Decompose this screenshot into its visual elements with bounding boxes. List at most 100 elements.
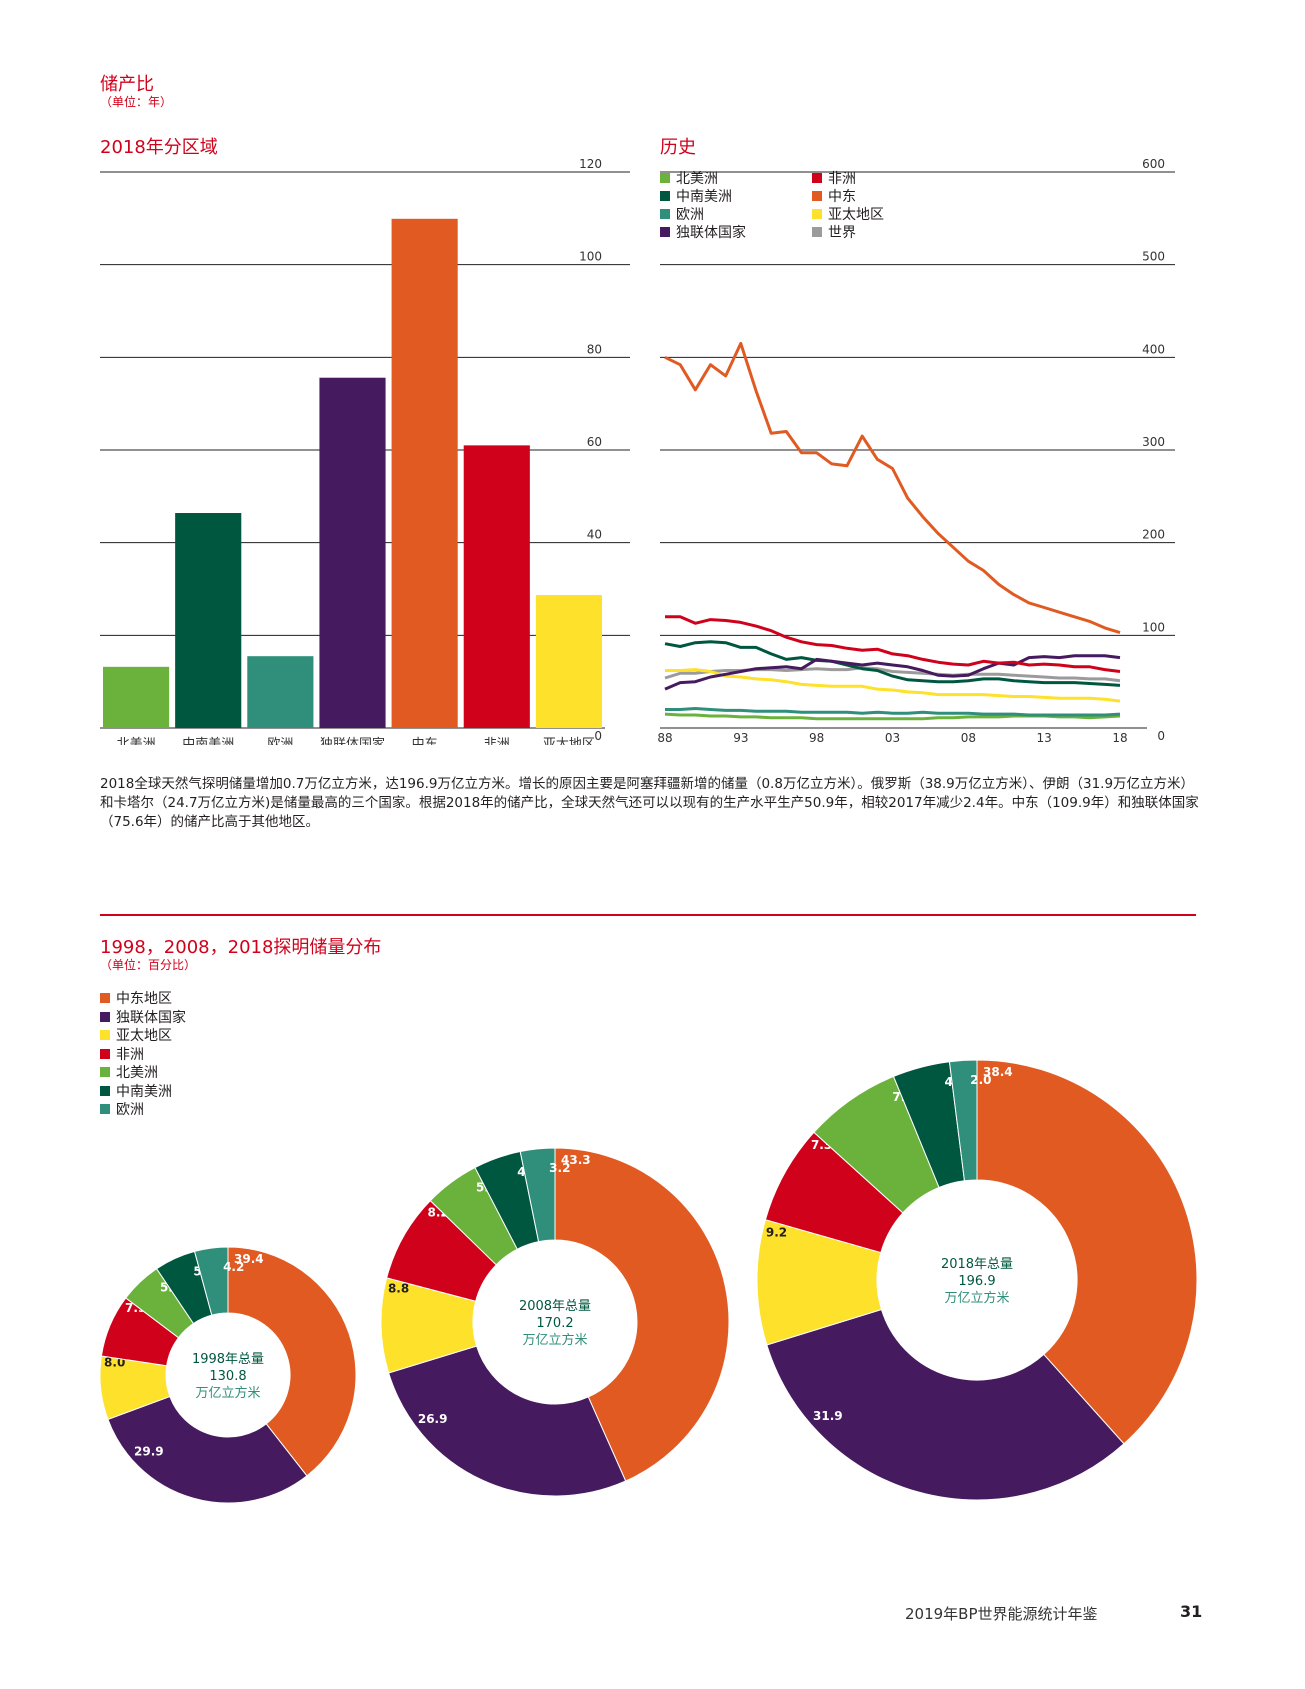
donut-center-value: 170.2 <box>536 1316 573 1331</box>
line-legend-item: 世界 <box>812 222 856 242</box>
legend-label: 亚太地区 <box>828 207 884 223</box>
legend-swatch <box>812 209 822 219</box>
legend-swatch <box>100 993 110 1003</box>
donut-value-label: 9.2 <box>766 1226 787 1240</box>
donut-center-unit: 万亿立方米 <box>944 1290 1009 1306</box>
line-x-tick-label: 13 <box>1037 731 1052 745</box>
legend-swatch <box>100 1011 110 1022</box>
line-legend-item: 中南美洲 <box>660 186 732 206</box>
donut-center-title: 1998年总量 <box>192 1352 264 1367</box>
donut-value-label: 29.9 <box>134 1444 164 1458</box>
summary-paragraph: 2018全球天然气探明储量增加0.7万亿立方米，达196.9万亿立方米。增长的原… <box>100 776 1199 830</box>
section-divider <box>100 914 1196 916</box>
donut-legend-item: 亚太地区 <box>100 1025 172 1045</box>
section-title-distribution: 1998，2008，2018探明储量分布 <box>100 937 382 958</box>
donut-slice <box>107 1395 308 1504</box>
legend-label: 非洲 <box>828 171 856 187</box>
line-series-middle_east <box>664 341 1121 635</box>
donut-legend-item: 中东地区 <box>100 988 172 1008</box>
donut-legend-item: 北美洲 <box>100 1062 158 1082</box>
bar-y-tick-label: 120 <box>579 157 602 171</box>
donut-center-unit: 万亿立方米 <box>195 1385 260 1401</box>
donut-legend-item: 非洲 <box>100 1044 144 1064</box>
line-series-south_central_america <box>664 640 1121 687</box>
line-x-tick-label: 03 <box>885 731 900 745</box>
legend-label: 独联体国家 <box>676 225 746 241</box>
donut-value-label: 38.4 <box>983 1065 1013 1079</box>
bar-category-label: 独联体国家 <box>320 736 385 745</box>
line-chart-title: 历史 <box>660 137 696 158</box>
legend-swatch <box>100 1048 110 1059</box>
donut-legend-item: 中南美洲 <box>100 1081 172 1101</box>
donut-value-label: 8.8 <box>388 1281 409 1295</box>
line-x-tick-label: 18 <box>1112 731 1127 745</box>
bar-3 <box>319 377 386 728</box>
line-series-asia_pacific <box>665 668 1121 703</box>
donut-slice <box>388 1345 627 1497</box>
bar-category-label: 北美洲 <box>117 737 156 745</box>
bar-category-label: 非洲 <box>484 737 510 745</box>
donut-slice <box>976 1059 1198 1445</box>
bar-1 <box>175 513 242 728</box>
line-chart-legend: 北美洲 中南美洲 欧洲 独联体国家 非洲 中东 亚太地区 世界 <box>660 168 920 248</box>
legend-swatch <box>812 191 822 201</box>
legend-label: 北美洲 <box>116 1065 158 1081</box>
bar-category-label: 亚太地区 <box>543 737 595 745</box>
donut-legend: 中东地区 独联体国家 亚太地区 非洲北美洲 中南美洲 欧洲 <box>100 988 300 1118</box>
bar-y-tick-label: 60 <box>587 435 602 449</box>
line-legend-item: 北美洲 <box>660 168 718 188</box>
bar-6 <box>535 595 602 728</box>
line-series-africa <box>665 615 1121 673</box>
legend-swatch <box>660 173 670 183</box>
legend-swatch <box>660 191 670 201</box>
bar-y-tick-label: 80 <box>587 342 602 356</box>
line-legend-item: 独联体国家 <box>660 222 746 242</box>
line-x-tick-label: 98 <box>809 731 824 745</box>
legend-label: 北美洲 <box>676 171 718 187</box>
donut-slice <box>193 1246 229 1316</box>
line-series-europe <box>665 707 1121 717</box>
donut-center-unit: 万亿立方米 <box>522 1332 587 1348</box>
donut-value-label: 3.2 <box>549 1161 570 1175</box>
line-legend-item: 亚太地区 <box>812 204 884 224</box>
donut-slice <box>519 1147 556 1243</box>
donut-slice <box>948 1059 978 1182</box>
legend-label: 欧洲 <box>116 1102 144 1118</box>
line-legend-item: 中东 <box>812 186 856 206</box>
legend-label: 中南美洲 <box>676 189 732 205</box>
line-x-tick-label: 88 <box>657 731 672 745</box>
legend-label: 中东地区 <box>116 991 172 1007</box>
bar-chart: 020406080100120北美洲中南美洲欧洲独联体国家中东非洲亚太地区 <box>100 157 630 745</box>
section-unit-years: （单位：年） <box>100 95 173 109</box>
line-y-tick-label: 200 <box>1142 528 1165 542</box>
donut-charts: 39.429.98.07.95.35.24.21998年总量130.8万亿立方米… <box>99 1059 1198 1504</box>
bar-category-label: 中南美洲 <box>182 736 234 745</box>
donut-slice <box>554 1147 730 1482</box>
line-x-tick-label: 08 <box>961 731 976 745</box>
donut-value-label: 39.4 <box>234 1252 264 1266</box>
legend-label: 非洲 <box>116 1046 144 1063</box>
donut-center-title: 2018年总量 <box>941 1257 1013 1272</box>
legend-swatch <box>660 209 670 219</box>
donut-center-title: 2008年总量 <box>519 1299 591 1314</box>
line-legend-item: 非洲 <box>812 168 856 188</box>
donut-center-value: 130.8 <box>209 1369 246 1384</box>
donut-slice <box>766 1308 1125 1501</box>
legend-swatch <box>812 173 822 183</box>
line-x-tick-label: 93 <box>733 731 748 745</box>
donut-center-value: 196.9 <box>958 1274 995 1289</box>
donut-legend-item: 独联体国家 <box>100 1007 186 1027</box>
legend-label: 世界 <box>828 225 856 241</box>
legend-swatch <box>100 1067 110 1077</box>
section-title-rp-ratio: 储产比 <box>100 74 154 95</box>
line-y-tick-label: 400 <box>1142 342 1165 356</box>
line-y-tick-label: 100 <box>1142 620 1165 634</box>
bar-y-tick-label: 0 <box>594 729 602 743</box>
legend-swatch <box>100 1104 110 1114</box>
line-y-tick-label: 500 <box>1142 250 1165 264</box>
donut-value-label: 2.0 <box>970 1073 991 1087</box>
section-unit-percent: （单位：百分比） <box>100 958 197 972</box>
bar-category-label: 中东 <box>412 737 438 745</box>
legend-swatch <box>812 227 822 237</box>
bar-y-tick-label: 100 <box>579 250 602 264</box>
